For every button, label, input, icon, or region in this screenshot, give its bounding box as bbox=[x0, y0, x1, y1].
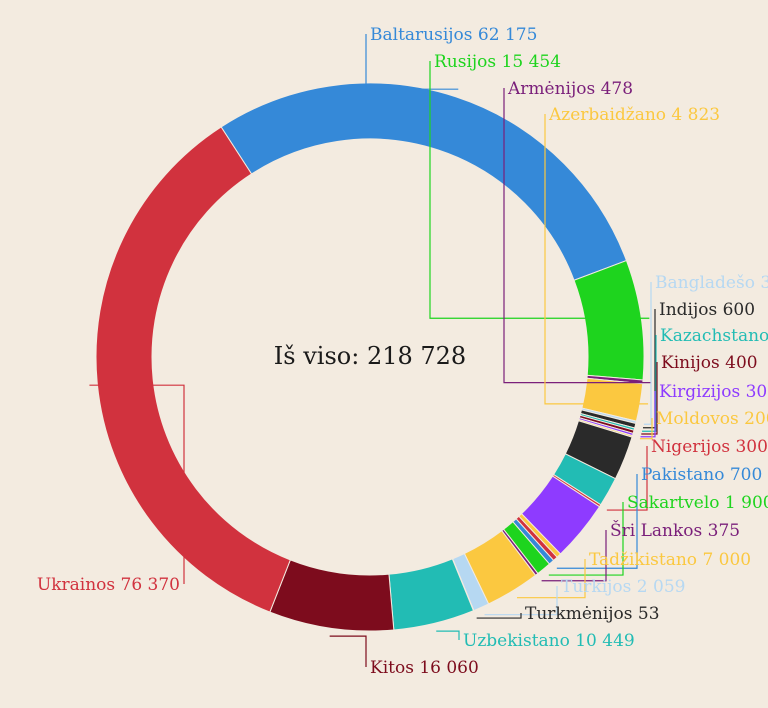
label-pakistano: Pakistano 700 bbox=[641, 465, 762, 485]
label-turkijos: Turkijos 2 059 bbox=[561, 577, 685, 597]
leader-ukrainos bbox=[89, 384, 185, 584]
label-rusijos: Rusijos 15 454 bbox=[434, 52, 561, 72]
leader-pakistano bbox=[556, 474, 638, 569]
label-moldovos: Moldovos 200 bbox=[656, 409, 768, 429]
label-tadzikistano: Tadžikistano 7 000 bbox=[589, 550, 751, 570]
donut-slices bbox=[95, 82, 645, 632]
leader-kirgizijos bbox=[640, 391, 656, 438]
label-bangladeso: Bangladešo 300 bbox=[655, 273, 768, 293]
label-armenijos: Armėnijos 478 bbox=[507, 79, 633, 99]
leader-bangladeso bbox=[643, 282, 652, 425]
slice-ukrainos-24 bbox=[95, 126, 291, 613]
leader-uzbekistano bbox=[436, 630, 460, 640]
label-kinijos: Kinijos 400 bbox=[661, 353, 758, 373]
leader-tadzikistano bbox=[516, 559, 586, 599]
leader-sri-lankos bbox=[541, 530, 607, 582]
leader-indijos bbox=[642, 309, 656, 429]
leader-turkijos bbox=[484, 586, 558, 616]
label-sakartvelo: Sakartvelo 1 900 bbox=[627, 493, 768, 513]
leader-kinijos bbox=[641, 362, 658, 435]
label-sri-lankos: Šri Lankos 375 bbox=[610, 520, 740, 541]
leader-turkmenijos bbox=[476, 613, 522, 619]
leader-baltarusijos bbox=[365, 34, 459, 90]
slice-rusijos-1 bbox=[573, 259, 645, 381]
label-kitos: Kitos 16 060 bbox=[370, 658, 479, 678]
label-uzbekistano: Uzbekistano 10 449 bbox=[463, 631, 635, 651]
label-baltarusijos: Baltarusijos 62 175 bbox=[370, 25, 537, 45]
label-turkmenijos: Turkmėnijos 53 bbox=[525, 604, 660, 624]
label-azerbaidzano: Azerbaidžano 4 823 bbox=[548, 105, 720, 125]
leader-azerbaidzano bbox=[544, 114, 649, 405]
label-kirgizijos: Kirgizijos 300 bbox=[659, 382, 768, 402]
leader-rusijos bbox=[429, 61, 650, 319]
label-nigerijos: Nigerijos 300 bbox=[651, 437, 768, 457]
slice-labels: Baltarusijos 62 175 Rusijos 15 454 Armėnij… bbox=[37, 25, 768, 678]
label-indijos: Indijos 600 bbox=[659, 300, 755, 320]
slice-kitos-23 bbox=[269, 559, 395, 632]
leader-kitos bbox=[329, 635, 367, 667]
center-total-label: Iš viso: 218 728 bbox=[274, 342, 466, 370]
label-leaders bbox=[89, 34, 658, 667]
leader-kazachstano bbox=[642, 335, 657, 432]
label-kazachstano: Kazachstano 300 bbox=[660, 326, 768, 346]
leader-moldovos bbox=[639, 418, 653, 440]
leader-nigerijos bbox=[606, 446, 648, 511]
leader-armenijos bbox=[503, 88, 651, 384]
leader-sakartvelo bbox=[548, 502, 624, 576]
label-ukrainos: Ukrainos 76 370 bbox=[37, 575, 180, 595]
